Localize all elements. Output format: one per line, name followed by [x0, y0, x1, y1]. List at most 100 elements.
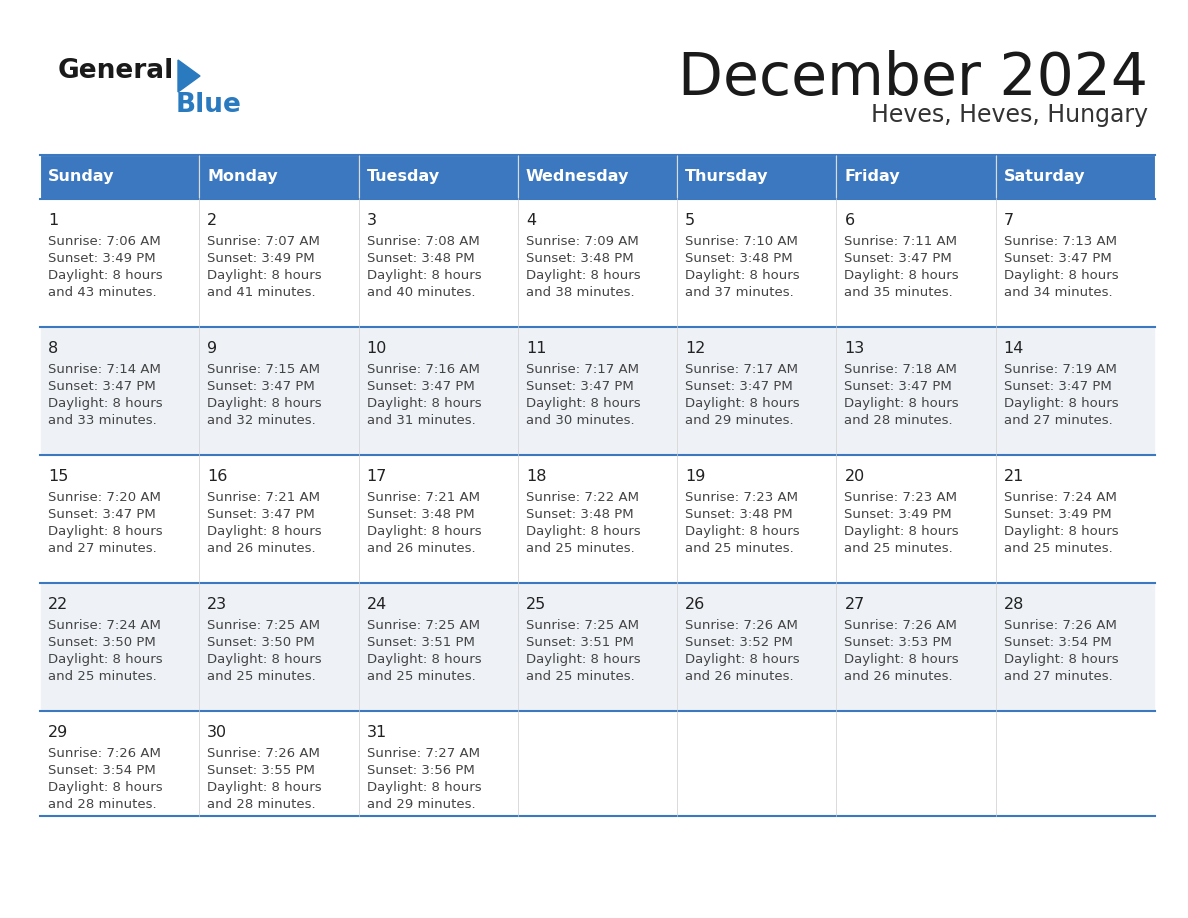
Text: Sunset: 3:52 PM: Sunset: 3:52 PM [685, 636, 794, 649]
Text: 11: 11 [526, 341, 546, 356]
Polygon shape [178, 60, 200, 92]
Text: Sunrise: 7:26 AM: Sunrise: 7:26 AM [48, 747, 160, 760]
Text: Sunrise: 7:08 AM: Sunrise: 7:08 AM [367, 235, 479, 248]
Text: Sunrise: 7:24 AM: Sunrise: 7:24 AM [1004, 491, 1117, 504]
Text: Sunset: 3:48 PM: Sunset: 3:48 PM [526, 252, 633, 265]
Text: Sunday: Sunday [48, 170, 114, 185]
Bar [518, 327, 677, 455]
Text: Sunrise: 7:17 AM: Sunrise: 7:17 AM [526, 363, 639, 376]
Text: Sunset: 3:47 PM: Sunset: 3:47 PM [845, 380, 952, 393]
Text: Daylight: 8 hours: Daylight: 8 hours [685, 397, 800, 410]
Text: Sunset: 3:54 PM: Sunset: 3:54 PM [48, 764, 156, 777]
Text: Thursday: Thursday [685, 170, 769, 185]
Text: 24: 24 [367, 597, 387, 612]
Text: and 38 minutes.: and 38 minutes. [526, 286, 634, 299]
Text: and 25 minutes.: and 25 minutes. [48, 670, 157, 683]
Text: Sunrise: 7:18 AM: Sunrise: 7:18 AM [845, 363, 958, 376]
Text: Sunset: 3:51 PM: Sunset: 3:51 PM [367, 636, 474, 649]
Text: Sunrise: 7:09 AM: Sunrise: 7:09 AM [526, 235, 639, 248]
Text: 30: 30 [207, 725, 227, 740]
Text: Sunset: 3:49 PM: Sunset: 3:49 PM [1004, 508, 1111, 521]
Text: Sunset: 3:47 PM: Sunset: 3:47 PM [207, 508, 315, 521]
Text: Sunrise: 7:27 AM: Sunrise: 7:27 AM [367, 747, 480, 760]
Text: Sunset: 3:53 PM: Sunset: 3:53 PM [845, 636, 953, 649]
Text: and 25 minutes.: and 25 minutes. [526, 670, 634, 683]
Text: 19: 19 [685, 469, 706, 484]
Bar [996, 327, 1155, 455]
Text: and 37 minutes.: and 37 minutes. [685, 286, 794, 299]
Text: Sunset: 3:47 PM: Sunset: 3:47 PM [48, 508, 156, 521]
Text: Daylight: 8 hours: Daylight: 8 hours [367, 653, 481, 666]
Bar [518, 711, 677, 816]
Bar [836, 327, 996, 455]
Text: Heves, Heves, Hungary: Heves, Heves, Hungary [871, 103, 1148, 127]
Text: Sunset: 3:48 PM: Sunset: 3:48 PM [367, 252, 474, 265]
Text: Sunset: 3:51 PM: Sunset: 3:51 PM [526, 636, 633, 649]
Text: Sunset: 3:47 PM: Sunset: 3:47 PM [207, 380, 315, 393]
Text: Saturday: Saturday [1004, 170, 1085, 185]
Text: 6: 6 [845, 213, 854, 228]
Text: Daylight: 8 hours: Daylight: 8 hours [48, 525, 163, 538]
Text: 7: 7 [1004, 213, 1013, 228]
Text: and 29 minutes.: and 29 minutes. [367, 798, 475, 811]
Text: 5: 5 [685, 213, 695, 228]
Text: 26: 26 [685, 597, 706, 612]
Text: and 35 minutes.: and 35 minutes. [845, 286, 953, 299]
Text: and 41 minutes.: and 41 minutes. [207, 286, 316, 299]
Text: and 40 minutes.: and 40 minutes. [367, 286, 475, 299]
Bar [200, 327, 359, 455]
Text: 18: 18 [526, 469, 546, 484]
Bar [836, 583, 996, 711]
Text: and 32 minutes.: and 32 minutes. [207, 414, 316, 427]
Text: 12: 12 [685, 341, 706, 356]
Text: Wednesday: Wednesday [526, 170, 630, 185]
Bar [200, 583, 359, 711]
Text: 25: 25 [526, 597, 546, 612]
Text: and 25 minutes.: and 25 minutes. [1004, 542, 1112, 555]
Text: Sunset: 3:48 PM: Sunset: 3:48 PM [685, 252, 792, 265]
Text: Sunrise: 7:06 AM: Sunrise: 7:06 AM [48, 235, 160, 248]
Text: Daylight: 8 hours: Daylight: 8 hours [1004, 269, 1118, 282]
Bar [518, 583, 677, 711]
Text: and 28 minutes.: and 28 minutes. [207, 798, 316, 811]
Bar [359, 327, 518, 455]
Bar [40, 155, 200, 199]
Text: Sunrise: 7:07 AM: Sunrise: 7:07 AM [207, 235, 320, 248]
Text: 22: 22 [48, 597, 68, 612]
Text: Sunrise: 7:14 AM: Sunrise: 7:14 AM [48, 363, 160, 376]
Bar [677, 327, 836, 455]
Text: Daylight: 8 hours: Daylight: 8 hours [367, 525, 481, 538]
Text: Daylight: 8 hours: Daylight: 8 hours [48, 781, 163, 794]
Text: Sunset: 3:48 PM: Sunset: 3:48 PM [685, 508, 792, 521]
Text: 15: 15 [48, 469, 69, 484]
Text: Daylight: 8 hours: Daylight: 8 hours [845, 397, 959, 410]
Bar [359, 711, 518, 816]
Bar [200, 711, 359, 816]
Text: Daylight: 8 hours: Daylight: 8 hours [367, 269, 481, 282]
Bar [359, 199, 518, 327]
Bar [359, 583, 518, 711]
Bar [40, 327, 200, 455]
Text: Sunrise: 7:13 AM: Sunrise: 7:13 AM [1004, 235, 1117, 248]
Text: Sunrise: 7:26 AM: Sunrise: 7:26 AM [207, 747, 320, 760]
Text: Sunset: 3:47 PM: Sunset: 3:47 PM [48, 380, 156, 393]
Text: 4: 4 [526, 213, 536, 228]
Text: Daylight: 8 hours: Daylight: 8 hours [207, 269, 322, 282]
Text: Sunrise: 7:15 AM: Sunrise: 7:15 AM [207, 363, 321, 376]
Bar [996, 155, 1155, 199]
Text: Sunset: 3:48 PM: Sunset: 3:48 PM [526, 508, 633, 521]
Text: and 25 minutes.: and 25 minutes. [845, 542, 953, 555]
Bar [677, 455, 836, 583]
Bar [359, 155, 518, 199]
Text: 2: 2 [207, 213, 217, 228]
Text: Daylight: 8 hours: Daylight: 8 hours [367, 781, 481, 794]
Text: Daylight: 8 hours: Daylight: 8 hours [207, 525, 322, 538]
Text: Sunrise: 7:11 AM: Sunrise: 7:11 AM [845, 235, 958, 248]
Bar [40, 455, 200, 583]
Text: Sunset: 3:50 PM: Sunset: 3:50 PM [207, 636, 315, 649]
Text: Sunset: 3:49 PM: Sunset: 3:49 PM [207, 252, 315, 265]
Text: Daylight: 8 hours: Daylight: 8 hours [685, 269, 800, 282]
Text: Sunrise: 7:17 AM: Sunrise: 7:17 AM [685, 363, 798, 376]
Text: and 25 minutes.: and 25 minutes. [367, 670, 475, 683]
Text: Sunrise: 7:20 AM: Sunrise: 7:20 AM [48, 491, 160, 504]
